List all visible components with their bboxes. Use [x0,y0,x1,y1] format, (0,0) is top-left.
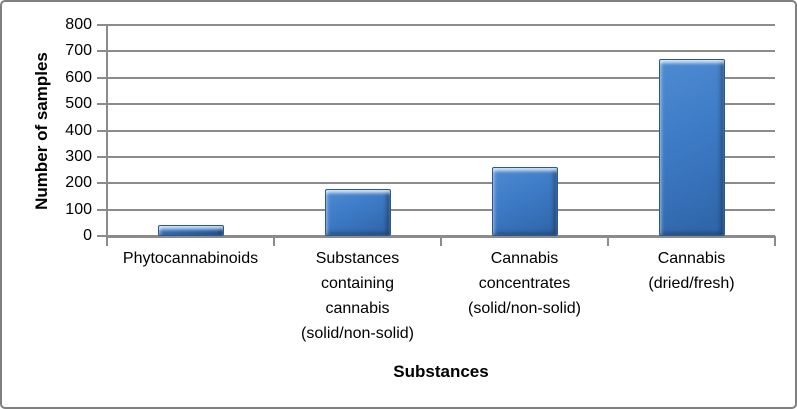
x-category-label-1: Substances containing cannabis (solid/non-s… [274,246,441,346]
gridline-300 [107,155,775,158]
x-category-label-3: Cannabis (dried/fresh) [608,246,775,296]
y-tick-mark-600 [97,76,107,79]
x-category-label-line: concentrates [478,275,571,292]
x-category-label-line: Cannabis [490,250,559,267]
x-tick-mark-0 [106,236,108,246]
y-tick-mark-100 [97,208,107,211]
y-tick-label-500: 500 [65,95,92,113]
y-tick-mark-500 [97,103,107,106]
bar-phytocannabinoids [157,225,224,236]
y-tick-label-200: 200 [65,174,92,192]
x-axis-title: Substances [393,362,489,381]
gridline-100 [107,208,775,211]
gridline-200 [107,182,775,185]
x-category-label-line: (solid/non-solid) [301,325,414,342]
x-category-label-0: Phytocannabinoids [107,246,274,271]
plot-area [107,24,775,237]
x-category-label-line: cannabis [325,300,390,317]
y-tick-label-0: 0 [83,227,92,244]
gridline-800 [107,24,775,26]
gridline-600 [107,76,775,79]
y-tick-mark-300 [97,155,107,158]
x-category-label-line: Phytocannabinoids [122,250,259,267]
gridline-400 [107,129,775,132]
x-category-label-line: (solid/non-solid) [468,300,581,317]
bar-cannabis-dried-fresh [658,59,725,236]
x-axis-line [106,236,775,238]
y-tick-label-700: 700 [65,42,92,60]
y-tick-mark-0 [97,235,107,237]
gridline-700 [107,50,775,53]
y-tick-mark-800 [97,24,107,26]
x-tick-mark-4 [774,236,776,246]
y-tick-label-800: 800 [65,16,92,33]
bar-cannabis-concentrates-solid-non-solid [491,167,558,236]
bar-substances-containing-cannabis-solid-non-solid [324,188,391,236]
x-category-label-2: Cannabis concentrates (solid/non-solid) [441,246,608,321]
x-category-label-line: Substances [315,250,400,267]
gridline-500 [107,103,775,106]
x-tick-mark-1 [273,236,275,246]
y-tick-mark-200 [97,182,107,185]
y-tick-mark-700 [97,50,107,53]
y-tick-mark-400 [97,129,107,132]
y-tick-label-100: 100 [65,200,92,218]
x-tick-mark-2 [440,236,442,246]
x-category-label-line: (dried/fresh) [648,275,735,292]
y-tick-label-600: 600 [65,68,92,86]
y-axis-line [106,25,108,238]
x-category-label-line: containing [321,275,394,292]
x-category-label-line: Cannabis [657,250,726,267]
y-tick-label-400: 400 [65,121,92,139]
x-tick-mark-3 [607,236,609,246]
y-tick-label-300: 300 [65,147,92,165]
